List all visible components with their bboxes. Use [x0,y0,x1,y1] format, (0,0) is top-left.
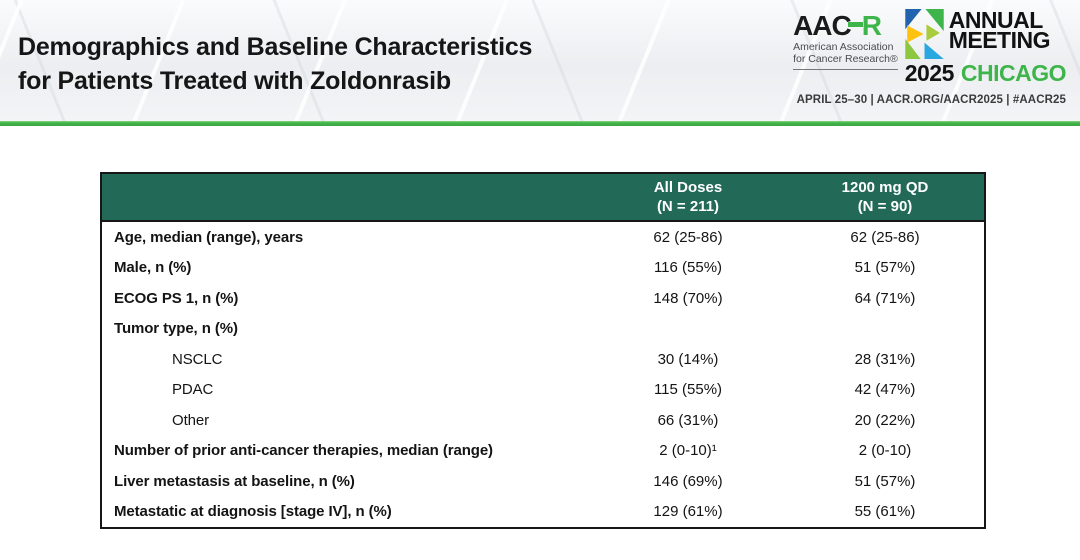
cell-1200mg: 64 (71%) [854,289,916,307]
cell-1200mg: 42 (47%) [854,381,916,399]
page-title: Demographics and Baseline Characteristic… [18,30,658,98]
meeting-mark-row: ANNUAL MEETING [904,7,1066,59]
demographics-table: All Doses (N = 211) 1200 mg QD (N = 90) … [100,172,986,529]
header-cell-empty [102,174,590,220]
row-label: Other [172,411,210,429]
aacr-dash [847,22,863,27]
header-all-doses-line2: (N = 211) [656,198,720,215]
row-label: Metastatic at diagnosis [stage IV], n (%… [114,503,392,521]
table-row: PDAC 115 (55%) 42 (47%) [102,375,984,406]
cell-1200mg: 20 (22%) [854,411,916,429]
meeting-info-strip: APRIL 25–30 | AACR.ORG/AACR2025 | #AACR2… [796,94,1066,106]
table-row: Male, n (%) 116 (55%) 51 (57%) [102,253,984,284]
green-divider [0,121,1080,126]
header-cell-all-doses: All Doses (N = 211) [590,174,786,220]
header-1200mg-line2: (N = 90) [857,198,913,215]
row-label: Male, n (%) [114,259,192,277]
aacr-logo-top: AAC R American Association for Cancer Res… [793,7,1067,87]
meeting-city: CHICAGO [960,60,1067,86]
table-row: Tumor type, n (%) [102,314,984,345]
aacr-tagline-line2: for Cancer Research® [793,53,898,65]
header-cell-1200mg: 1200 mg QD (N = 90) [786,174,984,220]
cell-1200mg: 51 (57%) [854,259,916,277]
page-title-line1: Demographics and Baseline Characteristic… [18,33,533,61]
table-row: Liver metastasis at baseline, n (%) 146 … [102,466,984,497]
row-label: Number of prior anti-cancer therapies, m… [114,442,493,460]
table-header-row: All Doses (N = 211) 1200 mg QD (N = 90) [102,174,984,222]
cell-1200mg: 62 (25-86) [850,228,920,246]
row-label: Age, median (range), years [114,228,304,246]
table-row: Number of prior anti-cancer therapies, m… [102,436,984,467]
aacr-logo: AAC R American Association for Cancer Res… [793,7,1067,106]
header-banner [0,0,1080,121]
row-label: Tumor type, n (%) [114,320,238,338]
cell-all-doses: 115 (55%) [653,381,723,399]
row-label: NSCLC [172,350,223,368]
meeting-wordmark: ANNUAL MEETING [948,7,1051,53]
table-row: Metastatic at diagnosis [stage IV], n (%… [102,497,984,528]
cell-all-doses: 129 (61%) [653,503,723,521]
table-row: ECOG PS 1, n (%) 148 (70%) 64 (71%) [102,283,984,314]
cell-all-doses: 116 (55%) [653,259,723,277]
header-1200mg-line1: 1200 mg QD [841,179,929,196]
aacr-wordmark: AAC R [793,10,898,41]
aacr-tagline-line1: American Association [793,41,894,53]
cell-all-doses: 2 (0-10)¹ [659,442,717,460]
header-all-doses-line1: All Doses [653,179,723,196]
row-label: Liver metastasis at baseline, n (%) [114,472,355,490]
cell-1200mg: 2 (0-10) [858,442,912,460]
cell-1200mg: 55 (61%) [854,503,916,521]
row-label: ECOG PS 1, n (%) [114,289,239,307]
cell-all-doses: 148 (70%) [653,289,723,307]
annual-meeting-block: ANNUAL MEETING 2025 CHICAGO [904,7,1067,87]
aacr-tagline: American Association for Cancer Research… [793,41,898,65]
cell-all-doses: 146 (69%) [653,472,723,490]
row-label: PDAC [172,381,214,399]
meeting-line1: ANNUAL [948,7,1044,33]
aacr-wordmark-green: R [861,10,882,41]
year-city-line: 2025 CHICAGO [904,60,1067,87]
cell-all-doses: 66 (31%) [657,411,719,429]
table-row: Other 66 (31%) 20 (22%) [102,405,984,436]
table-row: Age, median (range), years 62 (25-86) 62… [102,222,984,253]
cell-1200mg: 51 (57%) [854,472,916,490]
cell-all-doses: 30 (14%) [657,350,719,368]
table-row: NSCLC 30 (14%) 28 (31%) [102,344,984,375]
meeting-line2: MEETING [948,27,1051,53]
aacr-tagline-rule [793,69,898,70]
aacr-arrow-mark-icon [904,9,944,59]
meeting-year: 2025 [904,60,955,86]
cell-1200mg: 28 (31%) [854,350,916,368]
cell-all-doses: 62 (25-86) [653,228,723,246]
aacr-wordmark-block: AAC R American Association for Cancer Res… [793,9,898,70]
aacr-wordmark-black: AAC [793,10,852,41]
page-title-line2: for Patients Treated with Zoldonrasib [18,67,451,95]
